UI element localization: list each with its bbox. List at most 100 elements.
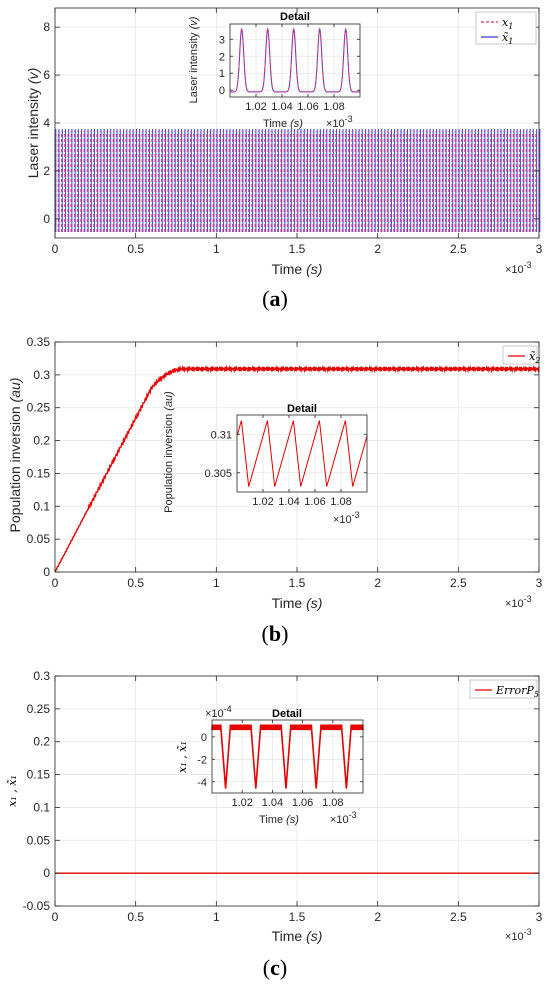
y-tick-label: 0.15 <box>27 768 51 782</box>
inset-b: 1.02 1.04 1.06 1.08 0.305 0.31 Detail ×10-3 Popu… <box>163 391 368 526</box>
legend-box <box>502 345 538 365</box>
x-tick-label: 3 <box>536 910 543 924</box>
y-tick-label: 0 <box>43 866 50 880</box>
y-tick-label: 0.15 <box>27 466 51 480</box>
inset-title: Detail <box>272 708 302 720</box>
y-tick-label: -0.05 <box>23 899 51 913</box>
caption-a: (a) <box>262 286 288 311</box>
y-tick-label: 0 <box>219 85 225 97</box>
legend-c: ErrorP5 <box>469 679 539 699</box>
y-tick-label: 0 <box>201 732 207 744</box>
x-tick-label: 1.02 <box>245 101 266 113</box>
inset-series-error-p5 <box>211 724 364 789</box>
inset-a: 1.02 1.04 1.06 1.08 0 1 2 3 Detail Time (s) Laser … <box>188 11 361 130</box>
x-tick-label: 1.06 <box>292 797 313 809</box>
x-tick-label: 1.04 <box>271 101 292 113</box>
legend-label: x̃1 <box>502 31 513 46</box>
inset-x-label: Time (s) <box>263 118 303 130</box>
x-tick-label: 2.5 <box>450 242 467 256</box>
inset-y-label: Population inversion (au) <box>163 391 175 513</box>
y-axis-label: x₁ , x̃₁ <box>6 775 19 807</box>
y-tick-label: -4 <box>197 777 207 789</box>
x-tick-label: 0.5 <box>127 910 144 924</box>
inset-b-frame <box>236 414 368 493</box>
x-tick-label: 0 <box>52 576 59 590</box>
legend-b: x̃2 <box>502 345 540 365</box>
y-tick-label: 0.3 <box>33 669 50 683</box>
y-tick-label: 0 <box>43 565 50 579</box>
x-tick-label: 1.08 <box>323 101 344 113</box>
y-tick-label: 1 <box>219 68 225 80</box>
y-tick-label: 0.05 <box>27 532 51 546</box>
y-tick-label: 0.2 <box>33 434 50 448</box>
x-tick-label: 0 <box>52 910 59 924</box>
inset-a-frame <box>229 23 361 98</box>
legend-box <box>475 11 537 45</box>
inset-title: Detail <box>280 11 310 23</box>
legend-label: ErrorP5 <box>495 684 539 699</box>
legend-a: x1x̃1 <box>475 11 537 46</box>
y-tick-label: 0.31 <box>211 429 232 441</box>
x-multiplier: ×10-3 <box>505 927 532 943</box>
y-tick-label: 0.1 <box>33 499 50 513</box>
x-tick-label: 1.04 <box>278 496 299 508</box>
x-tick-label: 3 <box>536 242 543 256</box>
y-tick-label: 2 <box>43 164 50 178</box>
y-tick-label: 3 <box>219 34 225 46</box>
inset-c: 1.02 1.04 1.06 1.08 -4 -2 0 Detail ×10-4 Time (s)… <box>176 704 364 826</box>
y-tick-label: 0.25 <box>27 702 51 716</box>
inset-title: Detail <box>287 403 317 415</box>
series-x-tilde-2 <box>54 364 540 573</box>
inset-b-bg <box>237 415 367 492</box>
x-tick-label: 1.06 <box>304 496 325 508</box>
x-tick-label: 1.08 <box>330 496 351 508</box>
caption-c: (c) <box>263 955 287 980</box>
y-tick-label: 6 <box>43 68 50 82</box>
inset-y-multiplier: ×10-4 <box>205 704 232 720</box>
inset-c-bg <box>212 720 363 793</box>
y-tick-label: 0 <box>43 212 50 226</box>
y-tick-label: 2 <box>219 51 225 63</box>
caption-b: (b) <box>262 621 289 646</box>
x-tick-label: 0.5 <box>127 576 144 590</box>
y-tick-label: 0.2 <box>33 735 50 749</box>
x-tick-label: 1.08 <box>322 797 343 809</box>
legend-label: x1 <box>502 16 513 31</box>
y-tick-label: 0.05 <box>27 833 51 847</box>
x-tick-label: 0 <box>52 242 59 256</box>
x-multiplier: ×10-3 <box>505 260 532 276</box>
x-tick-label: 2 <box>374 576 381 590</box>
x-tick-label: 2.5 <box>450 910 467 924</box>
x-tick-label: 1.04 <box>262 797 283 809</box>
inset-series-x-tilde-2 <box>236 419 368 487</box>
y-tick-label: 0.3 <box>33 368 50 382</box>
inset-x-multiplier: ×10-3 <box>330 810 357 826</box>
y-tick-label: 0.305 <box>204 468 232 480</box>
x-tick-label: 0.5 <box>127 242 144 256</box>
inset-x-multiplier: ×10-3 <box>326 114 353 130</box>
y-tick-label: 0.25 <box>27 401 51 415</box>
x-axis-label: Time (s) <box>272 261 323 277</box>
x-tick-label: 2.5 <box>450 576 467 590</box>
x-tick-label: 2 <box>374 910 381 924</box>
x-axis-label: Time (s) <box>272 928 323 944</box>
y-tick-label: -2 <box>197 754 207 766</box>
x-tick-label: 1 <box>213 576 220 590</box>
x-tick-label: 1.5 <box>289 576 306 590</box>
inset-series-x-1 <box>230 27 360 93</box>
x-tick-label: 1.5 <box>289 910 306 924</box>
x-tick-label: 1 <box>213 910 220 924</box>
y-tick-label: 0.1 <box>33 800 50 814</box>
x-tick-label: 1 <box>213 242 220 256</box>
x-tick-label: 1.5 <box>289 242 306 256</box>
series-x-tilde-1 <box>55 128 541 233</box>
y-axis-label: Laser intensity (v) <box>25 68 41 179</box>
x-tick-label: 1.06 <box>297 101 318 113</box>
x-tick-label: 1.02 <box>252 496 273 508</box>
y-axis-label: Population inversion (au) <box>7 378 23 533</box>
inset-y-label: Laser intensity (v) <box>188 16 200 103</box>
x-multiplier: ×10-3 <box>505 594 532 610</box>
y-tick-label: 8 <box>43 20 50 34</box>
y-tick-label: 0.35 <box>27 335 51 349</box>
